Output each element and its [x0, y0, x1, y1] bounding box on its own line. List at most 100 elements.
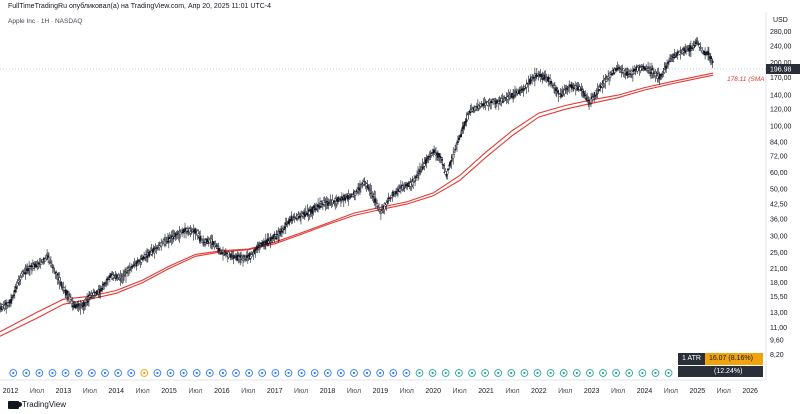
price-axis[interactable]: 8,20 9,60 11,00 13,00 15,50 18,00 21,00 25,00 30… — [770, 29, 792, 359]
event-marker[interactable] — [192, 369, 201, 377]
event-marker[interactable] — [415, 369, 424, 377]
candle-body — [414, 180, 417, 182]
event-marker[interactable] — [533, 369, 542, 377]
event-marker[interactable] — [114, 369, 122, 377]
event-marker[interactable] — [337, 369, 345, 377]
candle-body — [670, 55, 673, 57]
event-marker[interactable] — [48, 369, 57, 377]
event-marker[interactable] — [389, 369, 398, 377]
candle-body — [282, 228, 285, 230]
event-marker[interactable] — [284, 369, 293, 377]
event-marker[interactable] — [599, 369, 607, 377]
candle-body — [550, 80, 553, 84]
candle-body — [257, 246, 260, 249]
symbol-legend[interactable]: Apple Inc · 1Н · NASDAQ — [8, 18, 83, 25]
event-marker[interactable] — [441, 369, 450, 377]
event-marker[interactable] — [61, 369, 70, 377]
event-marker[interactable] — [520, 369, 529, 377]
event-marker[interactable] — [153, 369, 162, 377]
atr-value: 16.07 (8.16%) — [704, 353, 763, 365]
event-marker[interactable] — [219, 369, 227, 377]
candle-body — [123, 274, 126, 276]
event-marker[interactable] — [88, 369, 96, 377]
event-marker[interactable] — [232, 369, 240, 377]
candle-body — [641, 69, 644, 71]
event-marker[interactable] — [22, 369, 31, 377]
candle-body — [332, 202, 335, 204]
y-tick-label: 18,00 — [770, 280, 788, 287]
event-marker[interactable] — [101, 369, 109, 377]
event-marker[interactable] — [323, 369, 332, 377]
event-marker[interactable] — [507, 369, 516, 377]
event-marker[interactable] — [455, 369, 463, 377]
currency-label[interactable]: USD — [773, 17, 788, 24]
y-tick-label: 240,00 — [770, 43, 792, 50]
event-marker[interactable] — [74, 369, 83, 377]
event-marker[interactable] — [494, 369, 503, 377]
event-marker[interactable] — [127, 369, 136, 377]
candle-body — [618, 67, 621, 69]
candle-body — [320, 202, 323, 204]
candle-body — [329, 203, 332, 205]
event-marker[interactable] — [468, 369, 476, 377]
candle-body — [617, 66, 620, 68]
event-marker[interactable] — [546, 369, 555, 377]
event-marker[interactable] — [166, 369, 175, 377]
candle-body — [655, 72, 658, 74]
event-marker[interactable] — [559, 369, 568, 377]
candle-body — [584, 94, 587, 97]
candle-body — [419, 170, 422, 172]
event-marker[interactable] — [376, 369, 385, 377]
candle-body — [648, 67, 651, 69]
candle-body — [129, 267, 132, 269]
candle-body — [243, 258, 246, 260]
event-marker[interactable] — [350, 369, 358, 377]
event-marker[interactable] — [664, 369, 673, 377]
event-marker[interactable] — [612, 369, 620, 377]
candle-body — [595, 93, 598, 95]
event-marker[interactable] — [310, 369, 319, 377]
event-marker[interactable] — [363, 369, 371, 377]
event-marker[interactable] — [205, 369, 214, 377]
event-marker[interactable] — [586, 369, 594, 377]
x-tick-label: 2020 — [425, 388, 441, 395]
event-marker[interactable] — [9, 369, 18, 377]
event-marker[interactable] — [140, 369, 149, 377]
event-marker[interactable] — [481, 369, 489, 377]
event-marker[interactable] — [271, 369, 280, 377]
candle-body — [649, 72, 652, 74]
time-axis[interactable]: 2012 Июл 2013 Июл 2014 Июл 2015 Июл 2016 Июл 2017 И… — [3, 388, 758, 395]
candle-body — [512, 96, 515, 98]
event-marker[interactable] — [258, 369, 267, 377]
candle-body — [112, 275, 115, 278]
event-marker[interactable] — [625, 369, 634, 377]
atr-indicator[interactable]: 1 ATR 16.07 (8.16%) — [678, 353, 763, 365]
event-marker[interactable] — [35, 369, 44, 377]
event-marker[interactable] — [179, 369, 188, 377]
candle-body — [664, 68, 667, 70]
event-marker[interactable] — [651, 369, 660, 377]
event-marker[interactable] — [572, 369, 581, 377]
tradingview-logo[interactable]: TradingView — [8, 400, 66, 409]
candle-body — [684, 51, 687, 53]
event-marker[interactable] — [402, 369, 411, 377]
candle-body — [590, 98, 593, 104]
events-layer[interactable] — [9, 369, 712, 377]
candle-body — [609, 72, 612, 78]
candle-body — [221, 250, 224, 253]
x-tick-label: Июл — [717, 388, 731, 395]
event-marker[interactable] — [428, 369, 437, 377]
candle-body — [439, 156, 442, 159]
event-marker[interactable] — [245, 369, 253, 377]
logo-text: TradingView — [22, 400, 67, 409]
candle-body — [416, 174, 419, 177]
candle-body — [19, 277, 22, 280]
event-marker[interactable] — [297, 369, 306, 377]
candle-body — [79, 306, 82, 308]
candle-body — [147, 251, 150, 257]
candle-body — [442, 165, 445, 167]
candle-body — [513, 95, 516, 97]
event-marker[interactable] — [638, 369, 647, 377]
candle-body — [538, 73, 541, 77]
